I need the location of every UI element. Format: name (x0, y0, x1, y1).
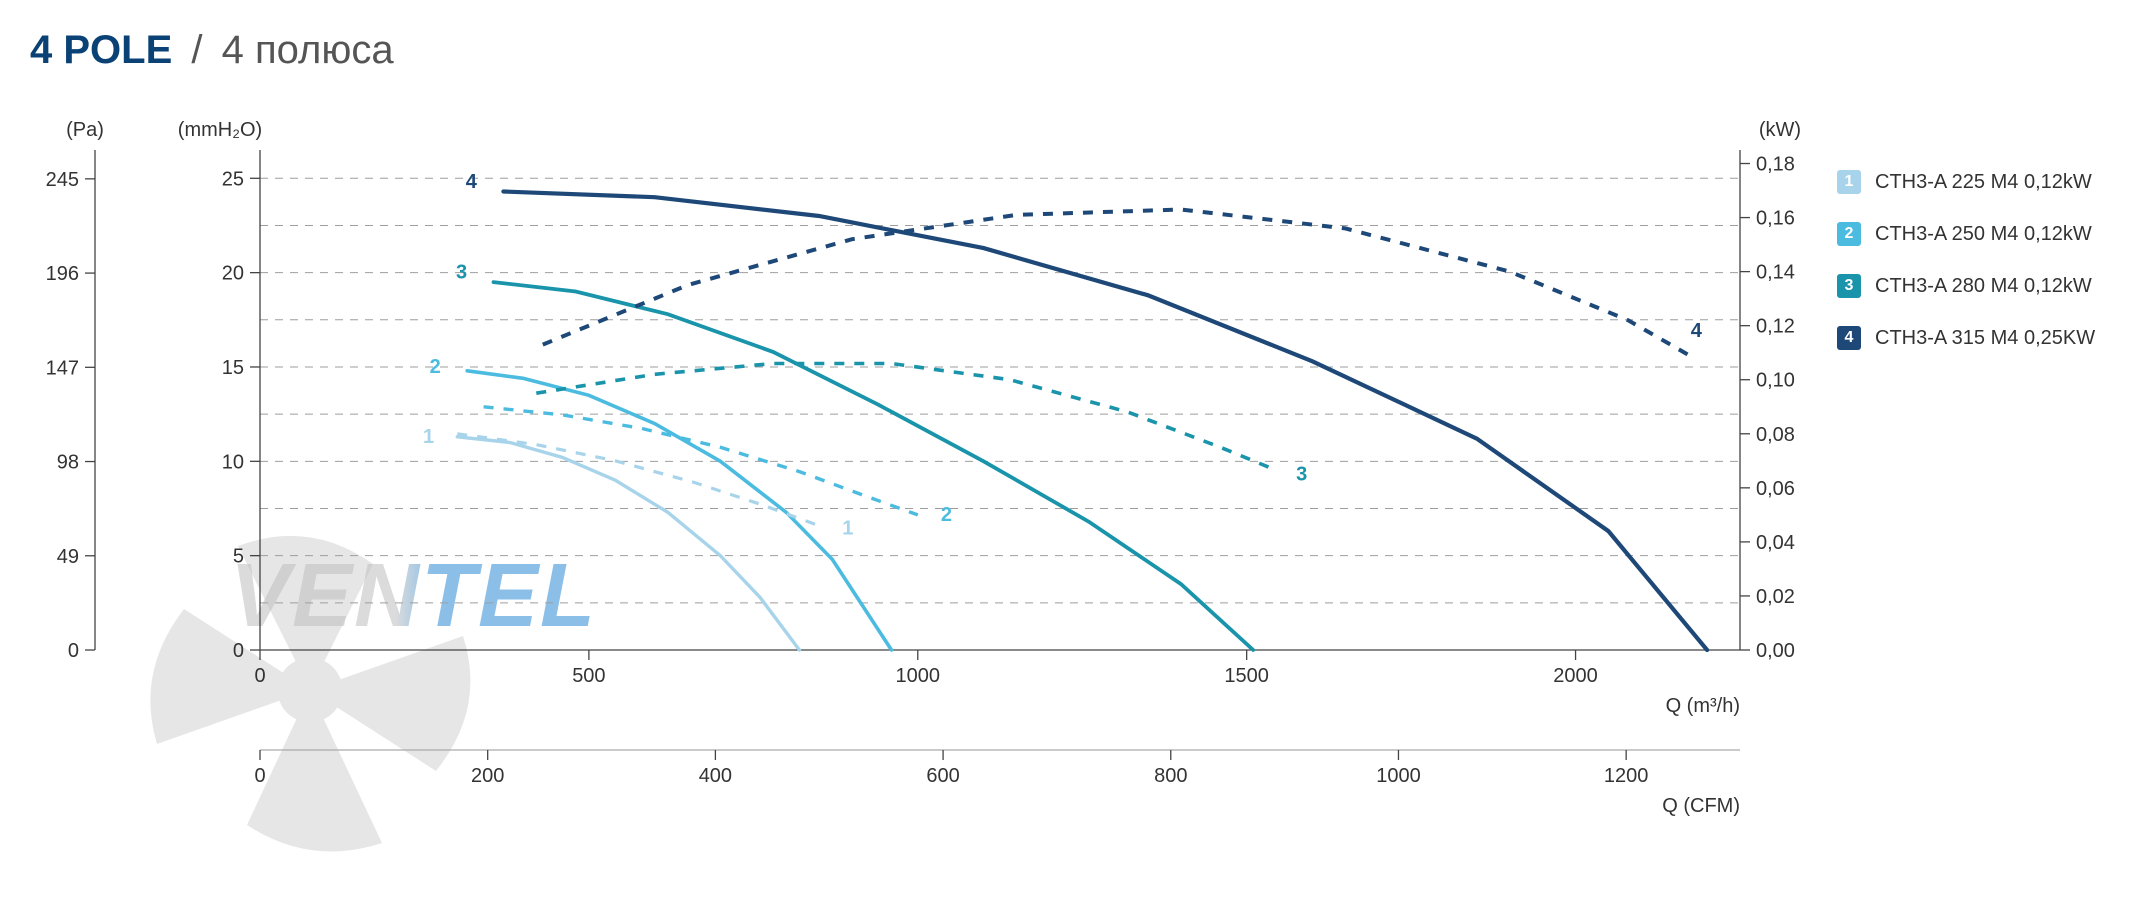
svg-text:0: 0 (254, 765, 265, 787)
svg-text:800: 800 (1154, 765, 1187, 787)
svg-text:0: 0 (254, 665, 265, 687)
svg-text:0,06: 0,06 (1756, 478, 1795, 500)
legend-swatch: 1 (1837, 170, 1861, 194)
title-pole: 4 POLE (30, 28, 172, 72)
title-ru: 4 полюса (222, 28, 394, 72)
svg-text:196: 196 (46, 263, 79, 285)
svg-text:0,16: 0,16 (1756, 208, 1795, 230)
svg-text:1: 1 (423, 426, 434, 448)
svg-text:4: 4 (466, 171, 478, 193)
svg-text:0,18: 0,18 (1756, 154, 1795, 176)
svg-text:0,00: 0,00 (1756, 640, 1795, 662)
legend-item: 4 CTH3-A 315 M4 0,25KW (1837, 326, 2117, 350)
svg-text:245: 245 (46, 169, 79, 191)
svg-text:200: 200 (471, 765, 504, 787)
svg-text:147: 147 (46, 357, 79, 379)
svg-text:1000: 1000 (1376, 765, 1421, 787)
svg-text:400: 400 (699, 765, 732, 787)
svg-text:2: 2 (430, 356, 441, 378)
svg-text:0: 0 (233, 640, 244, 662)
legend-item: 2 CTH3-A 250 M4 0,12kW (1837, 222, 2117, 246)
svg-text:20: 20 (222, 263, 244, 285)
legend-swatch: 2 (1837, 222, 1861, 246)
svg-text:600: 600 (926, 765, 959, 787)
svg-text:3: 3 (456, 262, 467, 284)
legend-item: 1 CTH3-A 225 M4 0,12kW (1837, 170, 2117, 194)
svg-text:0: 0 (68, 640, 79, 662)
svg-text:3: 3 (1296, 463, 1307, 485)
legend-swatch: 3 (1837, 274, 1861, 298)
svg-text:1500: 1500 (1224, 665, 1269, 687)
svg-text:(mmH₂O): (mmH₂O) (178, 120, 262, 141)
svg-text:2: 2 (941, 504, 952, 526)
svg-text:(kW): (kW) (1759, 120, 1801, 141)
svg-text:49: 49 (57, 546, 79, 568)
svg-text:1200: 1200 (1604, 765, 1649, 787)
svg-text:0,02: 0,02 (1756, 586, 1795, 608)
legend-label: CTH3-A 225 M4 0,12kW (1875, 171, 2092, 194)
svg-text:1: 1 (842, 517, 853, 539)
svg-text:0,14: 0,14 (1756, 262, 1795, 284)
svg-text:5: 5 (233, 546, 244, 568)
svg-text:0,10: 0,10 (1756, 370, 1795, 392)
chart-svg: 04998147196245Ps(Pa)0510152025Ps(mmH₂O)0… (30, 120, 1830, 840)
svg-text:10: 10 (222, 451, 244, 473)
legend-label: CTH3-A 280 M4 0,12kW (1875, 275, 2092, 298)
svg-text:0,08: 0,08 (1756, 424, 1795, 446)
legend-swatch: 4 (1837, 326, 1861, 350)
svg-text:25: 25 (222, 168, 244, 190)
svg-text:500: 500 (572, 665, 605, 687)
svg-text:4: 4 (1691, 320, 1703, 342)
svg-text:Q (CFM): Q (CFM) (1662, 795, 1740, 817)
legend: 1 CTH3-A 225 M4 0,12kW 2 CTH3-A 250 M4 0,12… (1837, 170, 2117, 378)
svg-text:98: 98 (57, 452, 79, 474)
title: 4 POLE / 4 полюса (30, 28, 394, 73)
svg-text:2000: 2000 (1553, 665, 1598, 687)
page: 4 POLE / 4 полюса VENTEL 04998147196245P… (0, 0, 2147, 911)
chart: 04998147196245Ps(Pa)0510152025Ps(mmH₂O)0… (30, 120, 1830, 840)
legend-item: 3 CTH3-A 280 M4 0,12kW (1837, 274, 2117, 298)
title-slash: / (191, 28, 202, 72)
legend-label: CTH3-A 250 M4 0,12kW (1875, 223, 2092, 246)
svg-text:(Pa): (Pa) (66, 120, 104, 141)
legend-label: CTH3-A 315 M4 0,25KW (1875, 327, 2095, 350)
svg-text:1000: 1000 (896, 665, 941, 687)
svg-text:0,12: 0,12 (1756, 316, 1795, 338)
svg-text:Q (m³/h): Q (m³/h) (1666, 695, 1740, 717)
svg-text:15: 15 (222, 357, 244, 379)
svg-text:0,04: 0,04 (1756, 532, 1795, 554)
